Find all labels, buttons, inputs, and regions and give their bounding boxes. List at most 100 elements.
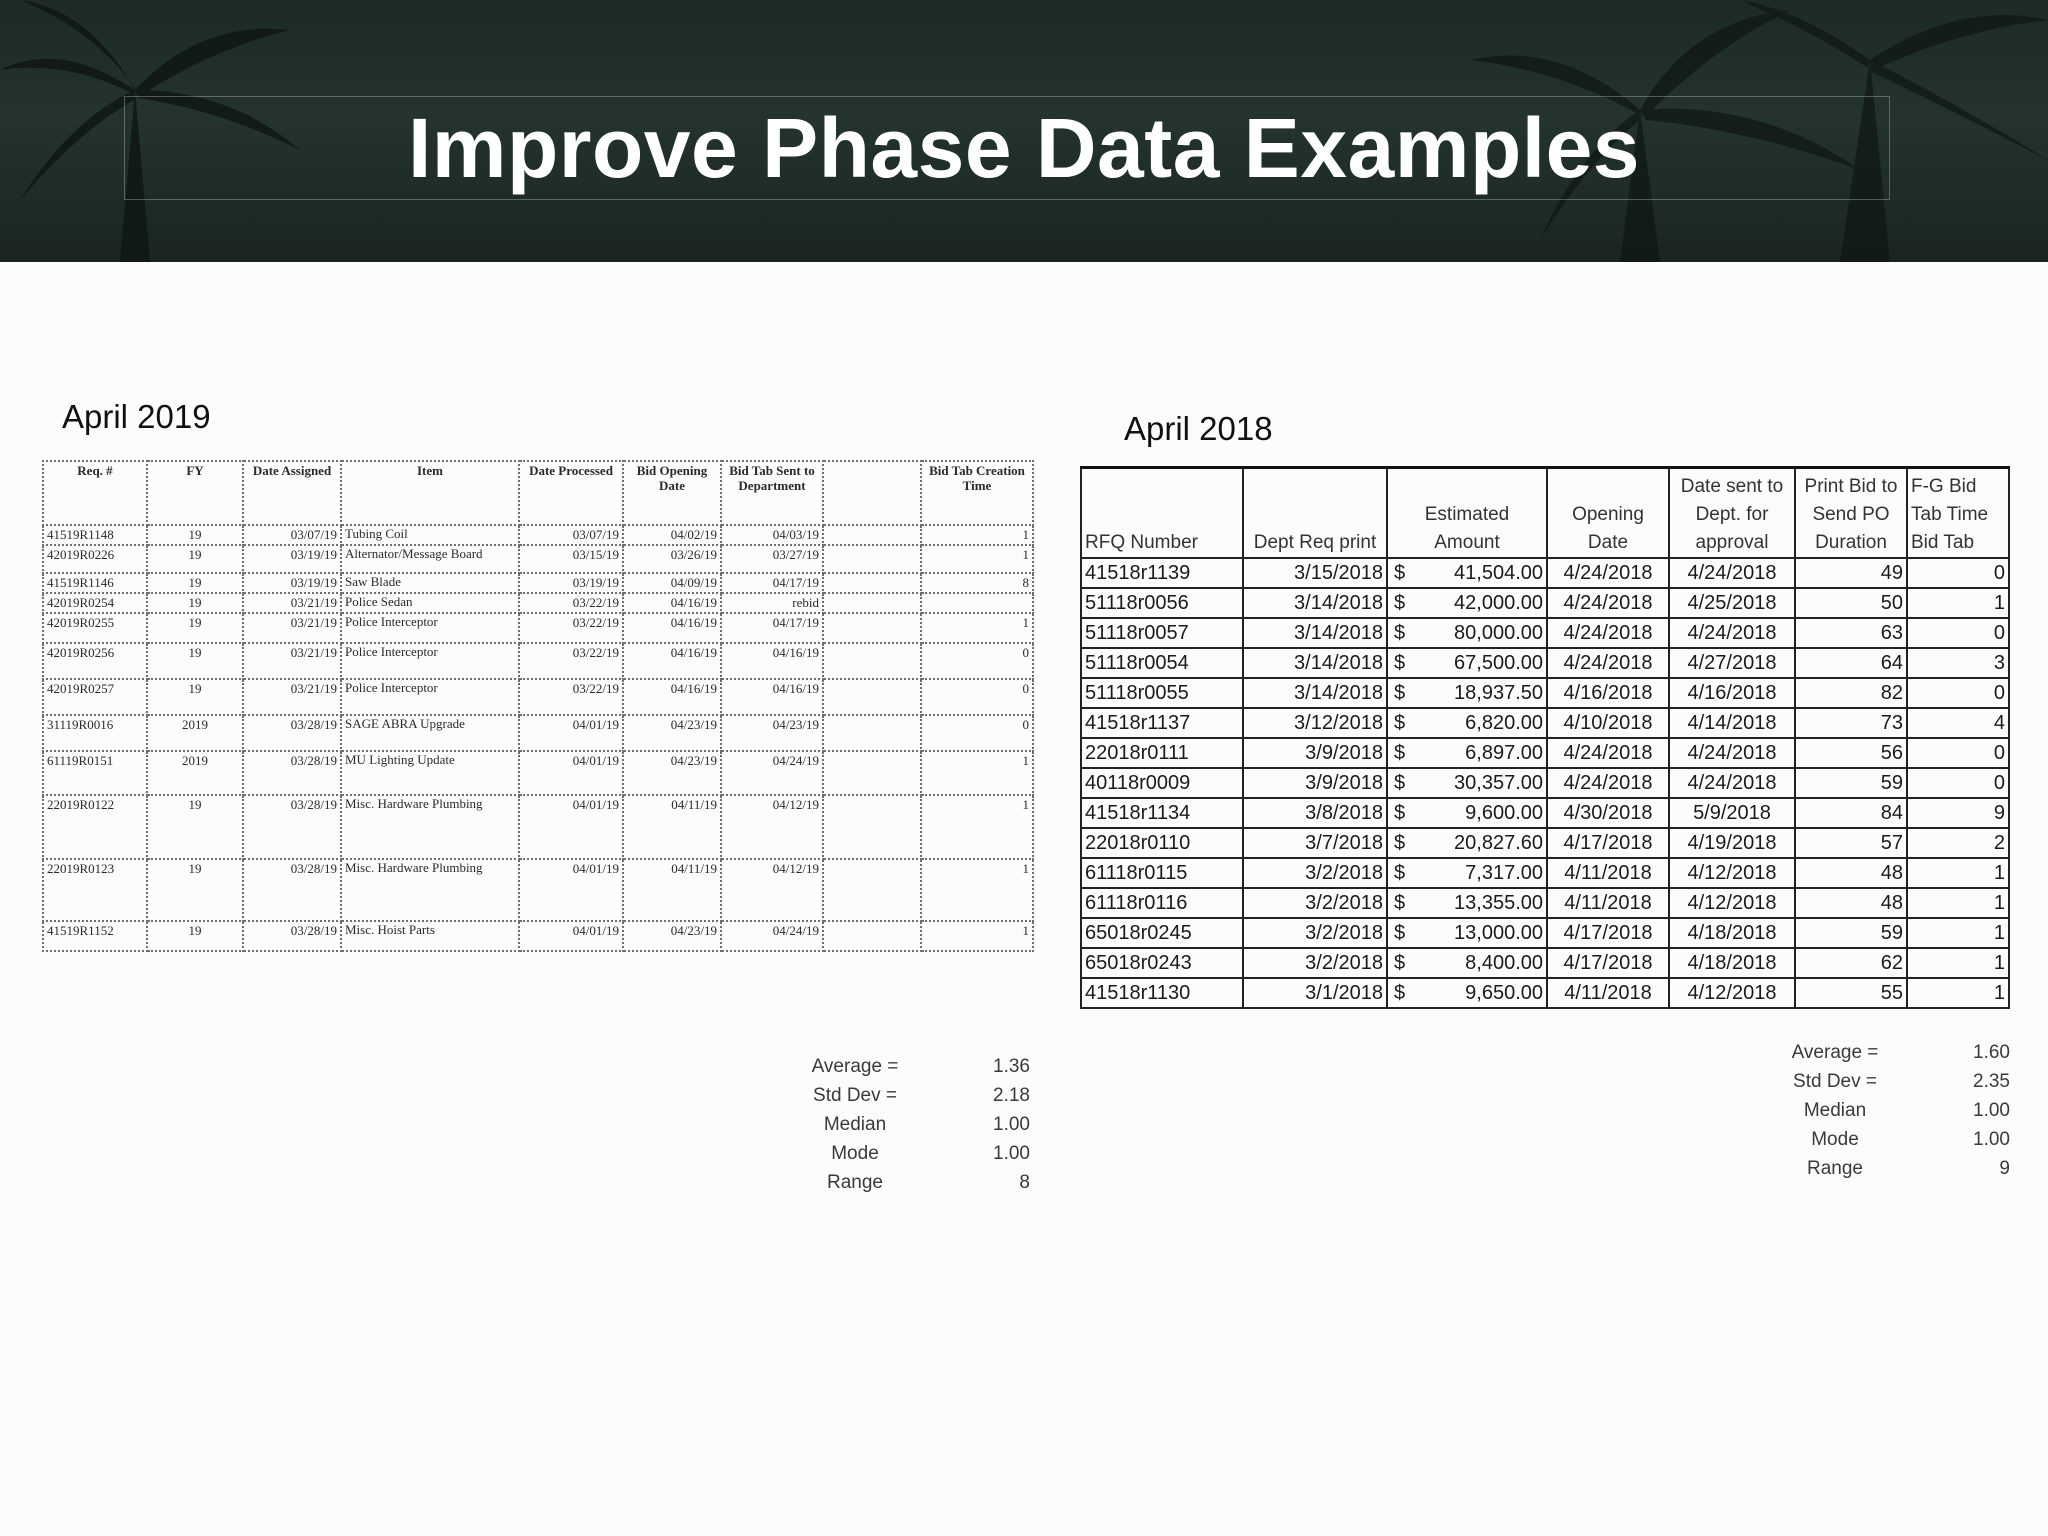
table-cell: 19 [146,678,244,716]
table-cell: 1 [1906,916,2010,949]
stat-value: 9 [1999,1158,2010,1179]
table-cell: 3/8/2018 [1242,796,1388,829]
table-cell: 04/01/19 [518,920,624,952]
column-header: Bid Tab Creation Time [920,460,1034,526]
stat-row: Average = 1.36 [800,1052,1030,1081]
table-cell: Police Interceptor [340,612,520,644]
stat-label: Std Dev = [1793,1071,1877,1092]
amount-value: 9,600.00 [1465,801,1543,824]
table-cell: 4/18/2018 [1668,916,1796,949]
column-header: Print Bid to Send PO Duration [1794,466,1908,559]
table-cell: 41518r1130 [1080,976,1244,1009]
table-cell: 04/02/19 [622,524,722,546]
table-cell: 84 [1794,796,1908,829]
table-cell: 0 [1906,556,2010,589]
column-header: Dept Req print [1242,466,1388,559]
table-cell: 42019R0226 [42,544,148,574]
table-cell: Tubing Coil [340,524,520,546]
table-cell: 03/27/19 [720,544,824,574]
stat-row: Std Dev = 2.35 [1780,1067,2010,1096]
table-row: 42019R0256 19 03/21/19 Police Interceptor 03… [42,642,1034,680]
stat-row: Std Dev = 2.18 [800,1081,1030,1110]
currency-symbol: $ [1394,741,1406,764]
table-cell: 3/14/2018 [1242,676,1388,709]
stat-value: 1.60 [1973,1042,2010,1063]
table-cell: 04/12/19 [720,794,824,860]
table-row: 42019R0226 19 03/19/19 Alternator/Message B… [42,544,1034,574]
table-cell [822,858,922,922]
table-cell: 4/14/2018 [1668,706,1796,739]
table-cell: 1 [1906,856,2010,889]
table-cell: 2019 [146,714,244,752]
table-cell: 04/11/19 [622,858,722,922]
title-banner [0,0,2048,262]
amount-cell: $6,820.00 [1386,706,1548,739]
table-cell: 4/12/2018 [1668,976,1796,1009]
table-cell [920,592,1034,614]
table-cell: 65018r0245 [1080,916,1244,949]
table-cell: MU Lighting Update [340,750,520,796]
column-header: Date Processed [518,460,624,526]
table-cell: 42019R0257 [42,678,148,716]
table-cell: 1 [1906,946,2010,979]
amount-value: 42,000.00 [1454,591,1543,614]
table-cell: 63 [1794,616,1908,649]
table-cell: 04/17/19 [720,612,824,644]
table-cell: 03/26/19 [622,544,722,574]
table-cell [822,678,922,716]
stat-row: Range 9 [1780,1154,2010,1183]
table-cell: 1 [1906,586,2010,619]
table-cell: SAGE ABRA Upgrade [340,714,520,752]
table-cell: 22019R0122 [42,794,148,860]
table-cell: 1 [920,858,1034,922]
table-cell: 40118r0009 [1080,766,1244,799]
table-cell: 57 [1794,826,1908,859]
table-cell: 19 [146,858,244,922]
table-row: 41519R1148 19 03/07/19 Tubing Coil 03/07/19 0… [42,524,1034,546]
table-cell: 0 [920,642,1034,680]
table-cell: 4/24/2018 [1668,736,1796,769]
stat-label: Range [1807,1158,1863,1179]
table-cell [822,750,922,796]
table-cell: 3/9/2018 [1242,766,1388,799]
table-cell: 04/24/19 [720,750,824,796]
table-cell: 3/2/2018 [1242,916,1388,949]
april-2018-stats: Average = 1.60 Std Dev = 2.35 Median 1.00 Mode… [1780,1038,2010,1183]
table-header-row: Req. # FY Date Assigned Item Date Proces… [42,460,1034,526]
table-cell: 41519R1148 [42,524,148,546]
table-cell [822,572,922,594]
table-cell: 04/09/19 [622,572,722,594]
table-cell: 4/12/2018 [1668,886,1796,919]
stat-value: 1.36 [993,1056,1030,1077]
currency-symbol: $ [1394,981,1406,1004]
table-row: 61119R0151 2019 03/28/19 MU Lighting Update… [42,750,1034,796]
amount-cell: $18,937.50 [1386,676,1548,709]
table-cell: 41518r1137 [1080,706,1244,739]
table-cell: 61118r0115 [1080,856,1244,889]
table-header-row: RFQ Number Dept Req print Estimated Amou… [1080,466,2010,559]
table-cell: 2019 [146,750,244,796]
table-cell: 03/21/19 [242,592,342,614]
table-cell: 03/19/19 [242,544,342,574]
table-cell: 1 [920,544,1034,574]
currency-symbol: $ [1394,591,1406,614]
table-cell: 1 [920,920,1034,952]
table-cell: 8 [920,572,1034,594]
table-cell: 04/16/19 [720,678,824,716]
table-cell: 04/16/19 [720,642,824,680]
table-cell [822,592,922,614]
table-cell: 3/2/2018 [1242,946,1388,979]
table-cell: 4/16/2018 [1546,676,1670,709]
april-2019-table-body: 41519R1148 19 03/07/19 Tubing Coil 03/07/19 0… [42,524,1034,952]
stat-row: Median 1.00 [800,1110,1030,1139]
table-cell: 51118r0055 [1080,676,1244,709]
table-cell: 1 [920,524,1034,546]
table-cell: 3 [1906,646,2010,679]
table-cell: 3/2/2018 [1242,856,1388,889]
amount-value: 20,827.60 [1454,831,1543,854]
amount-value: 30,357.00 [1454,771,1543,794]
column-header: Date sent to Dept. for approval [1668,466,1796,559]
table-cell: 0 [920,678,1034,716]
table-cell: 4/24/2018 [1546,616,1670,649]
amount-cell: $67,500.00 [1386,646,1548,679]
